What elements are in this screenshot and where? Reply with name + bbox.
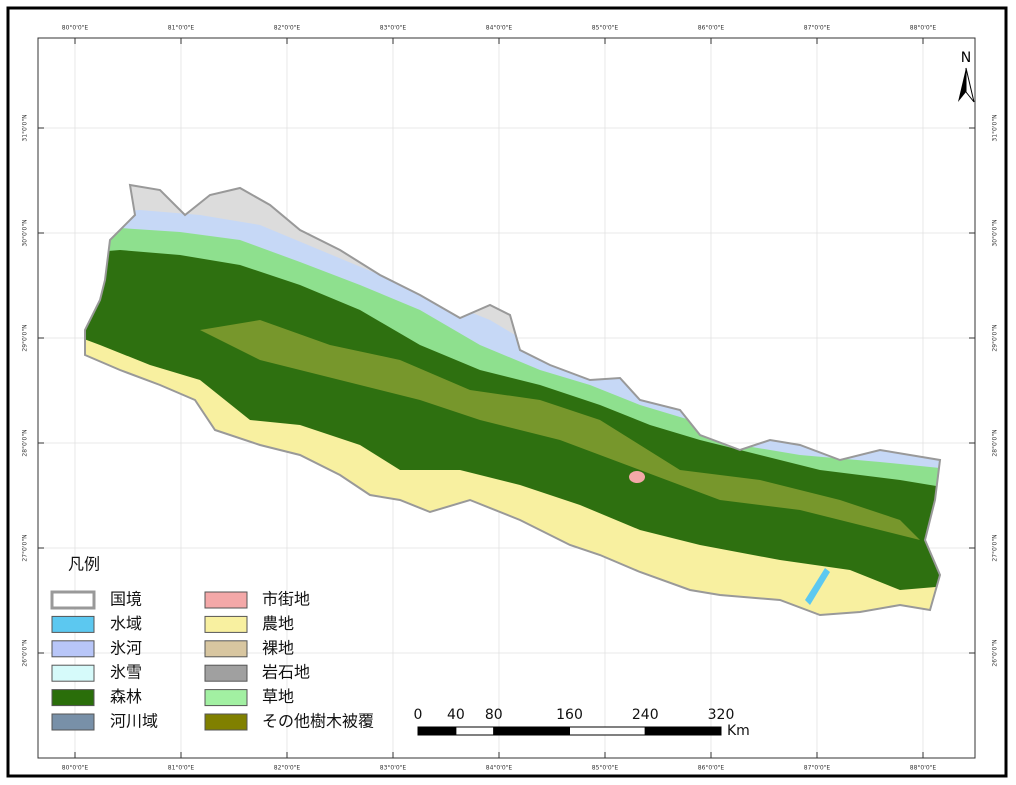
- legend-title: 凡例: [68, 555, 100, 574]
- latitude-label: 31°0'0"N: [22, 114, 29, 141]
- longitude-label: 86°0'0"E: [698, 765, 725, 772]
- latitude-label: 29°0'0"N: [992, 324, 999, 351]
- scale-unit: Km: [727, 723, 750, 739]
- legend-label: 氷雪: [110, 663, 142, 682]
- legend-swatch: [204, 713, 248, 731]
- longitude-label: 82°0'0"E: [274, 25, 301, 32]
- longitude-label: 83°0'0"E: [380, 25, 407, 32]
- latitude-label: 30°0'0"N: [992, 219, 999, 246]
- longitude-label: 81°0'0"E: [168, 25, 195, 32]
- longitude-label: 87°0'0"E: [804, 25, 831, 32]
- latitude-label: 26°0'0"N: [22, 639, 29, 666]
- latitude-label: 28°0'0"N: [22, 429, 29, 456]
- longitude-label: 83°0'0"E: [380, 765, 407, 772]
- scale-label: 320: [708, 707, 735, 723]
- mixed-area: [200, 320, 920, 540]
- scale-label: 240: [632, 707, 659, 723]
- legend-swatch: [51, 689, 95, 707]
- legend-swatch: [51, 664, 95, 682]
- longitude-label: 88°0'0"E: [910, 25, 937, 32]
- legend-swatch: [51, 713, 95, 731]
- legend-label: 裸地: [262, 638, 294, 657]
- legend-label: 草地: [262, 687, 294, 706]
- longitude-label: 84°0'0"E: [486, 25, 513, 32]
- scale-segment: [455, 726, 495, 736]
- north-arrow-left: [958, 68, 966, 102]
- longitude-label: 80°0'0"E: [62, 765, 89, 772]
- legend-swatch: [51, 615, 95, 633]
- legend-label: 市街地: [262, 590, 310, 609]
- graticule: 80°0'0"E 80°0'0"E 81°0'0"E 81°0'0"E 82°0'0"E…: [22, 25, 999, 772]
- legend-label: 氷河: [110, 638, 142, 657]
- latitude-label: 26°0'0"N: [992, 639, 999, 666]
- latitude-label: 30°0'0"N: [22, 219, 29, 246]
- legend-label: 森林: [110, 687, 142, 706]
- longitude-label: 82°0'0"E: [274, 765, 301, 772]
- legend-swatch: [51, 640, 95, 658]
- legend-swatch: [204, 664, 248, 682]
- legend-swatch: [204, 689, 248, 707]
- scale-label: 80: [485, 707, 503, 723]
- longitude-label: 86°0'0"E: [698, 25, 725, 32]
- legend-swatch: [204, 615, 248, 633]
- scale-segment: [417, 726, 457, 736]
- latitude-label: 27°0'0"N: [22, 534, 29, 561]
- scale-segment: [644, 726, 722, 736]
- urban-area: [629, 471, 645, 483]
- north-arrow-right: [965, 67, 975, 103]
- longitude-label: 80°0'0"E: [62, 25, 89, 32]
- scale-segment: [569, 726, 646, 736]
- scale-segment: [493, 726, 570, 736]
- latitude-label: 28°0'0"N: [992, 429, 999, 456]
- longitude-label: 87°0'0"E: [804, 765, 831, 772]
- legend-swatch: [204, 640, 248, 658]
- longitude-label: 84°0'0"E: [486, 765, 513, 772]
- legend-label: 岩石地: [262, 663, 310, 682]
- north-label: N: [961, 50, 971, 66]
- legend-swatch: [204, 591, 248, 609]
- latitude-label: 31°0'0"N: [992, 114, 999, 141]
- scale-label: 160: [556, 707, 583, 723]
- water-area: [805, 568, 830, 605]
- longitude-label: 85°0'0"E: [592, 25, 619, 32]
- legend-label: 国境: [110, 590, 142, 609]
- legend-label: 水域: [110, 614, 142, 633]
- scale-label: 0: [414, 707, 423, 723]
- scale-label: 40: [447, 707, 465, 723]
- legend-label: その他樹木被覆: [262, 712, 374, 731]
- legend-swatch: [50, 590, 96, 610]
- latitude-label: 29°0'0"N: [22, 324, 29, 351]
- longitude-label: 85°0'0"E: [592, 765, 619, 772]
- longitude-label: 81°0'0"E: [168, 765, 195, 772]
- legend-label: 農地: [262, 614, 294, 633]
- latitude-label: 27°0'0"N: [992, 534, 999, 561]
- north-arrow: N: [958, 50, 975, 103]
- legend-label: 河川域: [110, 712, 158, 731]
- longitude-label: 88°0'0"E: [910, 765, 937, 772]
